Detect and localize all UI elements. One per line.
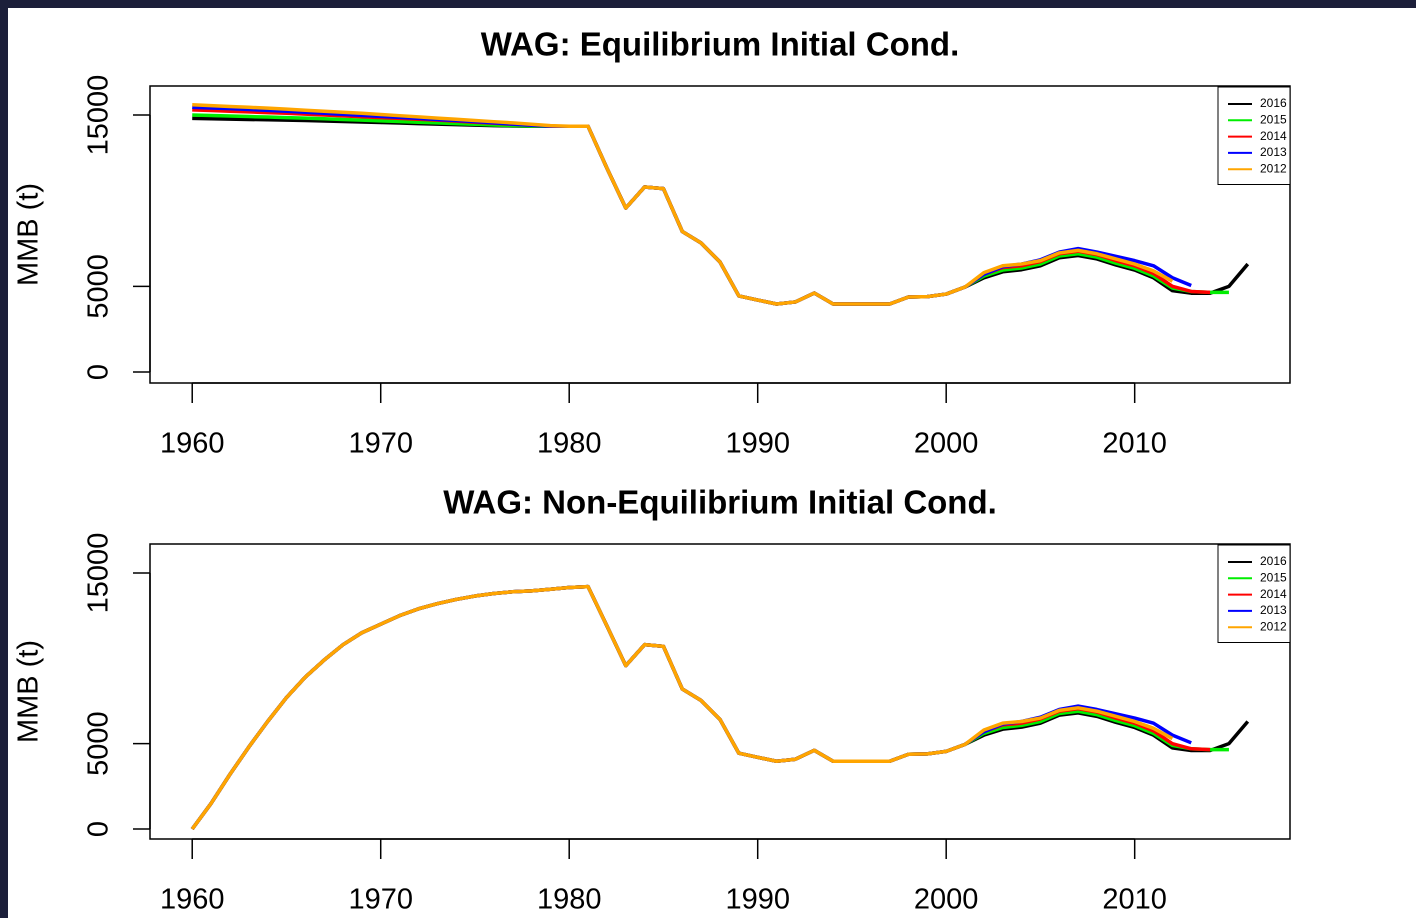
x-tick-label: 1970: [348, 428, 413, 460]
x-tick-label: 1980: [537, 428, 602, 460]
legend-label: 2014: [1260, 129, 1287, 143]
legend-label: 2012: [1260, 161, 1287, 175]
legend-label: 2013: [1260, 145, 1287, 159]
legend-label: 2016: [1260, 96, 1287, 110]
x-tick-label: 1960: [160, 428, 225, 460]
y-tick-label: 15000: [83, 533, 115, 614]
x-tick-label: 1990: [725, 428, 790, 460]
series-line: [192, 102, 1174, 306]
legend-label: 2014: [1260, 587, 1287, 601]
x-tick-label: 2000: [914, 884, 979, 916]
chart-title: WAG: Non-Equilibrium Initial Cond.: [443, 484, 997, 521]
x-tick-label: 1960: [160, 884, 225, 916]
y-tick-label: 15000: [83, 75, 115, 156]
y-axis-label: MMB (t): [13, 640, 45, 743]
x-tick-label: 2010: [1102, 884, 1167, 916]
chart-title: WAG: Equilibrium Initial Cond.: [481, 26, 959, 63]
y-tick-label: 5000: [83, 711, 115, 776]
y-tick-label: 0: [83, 364, 115, 380]
panel: [8, 8, 1416, 918]
y-tick-label: 5000: [83, 254, 115, 319]
legend-label: 2013: [1260, 603, 1287, 617]
series-line: [190, 584, 1174, 831]
x-tick-label: 1980: [537, 884, 602, 916]
legend-label: 2012: [1260, 619, 1287, 633]
y-tick-label: 0: [83, 821, 115, 837]
legend-label: 2015: [1260, 112, 1287, 126]
legend-label: 2016: [1260, 554, 1287, 568]
x-tick-label: 2000: [914, 428, 979, 460]
legend-label: 2015: [1260, 570, 1287, 584]
x-tick-label: 1970: [348, 884, 413, 916]
x-tick-label: 1990: [725, 884, 790, 916]
x-tick-label: 2010: [1102, 428, 1167, 460]
y-axis-label: MMB (t): [13, 183, 45, 286]
